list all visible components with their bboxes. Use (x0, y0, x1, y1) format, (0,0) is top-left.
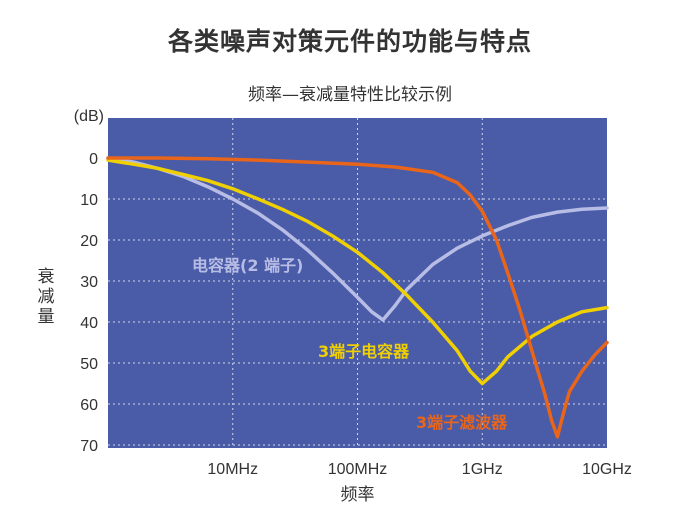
y-tick-label: 0 (89, 151, 98, 168)
y-unit-label: (dB) (74, 108, 104, 125)
x-axis-title: 频率 (341, 485, 375, 505)
chart-title: 频率—衰减量特性比较示例 (248, 85, 452, 105)
series-labels: 电容器(2 端子) 3端子电容器 3端子滤波器 (192, 256, 508, 432)
y-tick-label: 40 (80, 315, 98, 332)
x-tick-label: 100MHz (328, 461, 388, 478)
y-axis-title: 衰减量 (38, 267, 55, 327)
series-line-capacitor-2-terminal (106, 156, 609, 322)
x-tick-label: 1GHz (462, 461, 503, 478)
y-tick-label: 30 (80, 274, 98, 291)
series-line-capacitor-3-terminal (106, 158, 609, 386)
x-tick-label: 10MHz (207, 461, 258, 478)
x-tick-labels: 10MHz 100MHz 1GHz 10GHz (207, 461, 631, 478)
series-lines (106, 156, 609, 439)
series-line-filter-3-terminal (106, 156, 609, 439)
y-tick-label: 20 (80, 233, 98, 250)
y-tick-label: 50 (80, 356, 98, 373)
series-label-capacitor-3-terminal: 3端子电容器 (318, 342, 410, 361)
y-tick-label: 60 (80, 397, 98, 414)
x-tick-label: 10GHz (582, 461, 632, 478)
series-label-capacitor-2-terminal: 电容器(2 端子) (192, 256, 303, 275)
y-tick-label: 10 (80, 192, 98, 209)
y-tick-labels: 0 10 20 30 40 50 60 70 (80, 151, 98, 455)
y-tick-label: 70 (80, 438, 98, 455)
page-title: 各类噪声对策元件的功能与特点 (167, 27, 532, 56)
series-label-filter-3-terminal: 3端子滤波器 (416, 413, 508, 432)
